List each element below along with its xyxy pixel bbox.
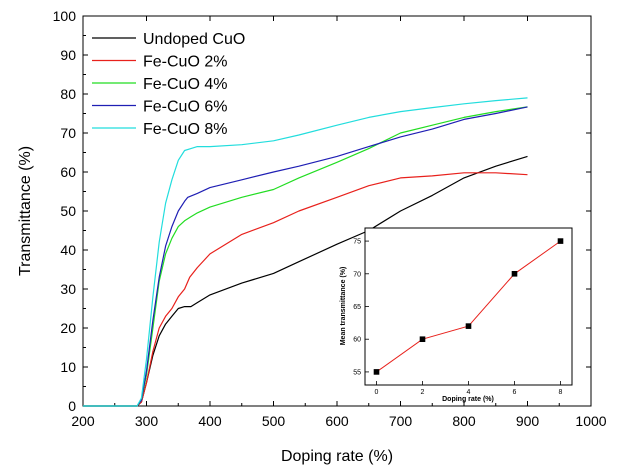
x-axis-title: Doping rate (%) (281, 448, 393, 465)
x-tick-label: 700 (389, 413, 413, 429)
legend-label: Fe-CuO 2% (143, 54, 227, 71)
y-tick-label: 0 (68, 398, 76, 414)
x-tick-label: 200 (71, 413, 95, 429)
series-line (83, 106, 528, 407)
x-tick-label: 500 (262, 413, 286, 429)
inset-y-tick-label: 55 (353, 369, 361, 376)
inset-x-tick-label: 2 (421, 389, 425, 396)
y-tick-label: 100 (53, 8, 77, 24)
inset-x-axis-title: Doping rate (%) (442, 396, 494, 403)
x-tick-label: 400 (198, 413, 222, 429)
inset-y-tick-label: 60 (353, 337, 361, 344)
inset-y-tick-label: 65 (353, 304, 361, 311)
x-tick-label: 300 (135, 413, 159, 429)
x-tick-label: 1000 (575, 413, 606, 429)
inset-data-point (373, 369, 380, 375)
x-tick-label: 600 (325, 413, 349, 429)
y-tick-label: 90 (60, 47, 76, 63)
x-tick-label: 900 (516, 413, 540, 429)
inset-x-tick-label: 4 (467, 389, 471, 396)
inset-y-tick-label: 70 (353, 271, 361, 278)
main-axis-ticks: 200 300 400 500 600 700 800 900 1000010203040506… (53, 8, 607, 429)
inset-data-point (465, 323, 472, 329)
legend-label: Fe-CuO 6% (143, 99, 227, 116)
y-tick-label: 80 (60, 86, 76, 102)
legend: Undoped CuO Fe-CuO 2% Fe-CuO 4% Fe-CuO 6% Fe… (92, 31, 245, 138)
legend-label: Undoped CuO (143, 31, 245, 48)
y-tick-label: 50 (60, 203, 76, 219)
y-tick-label: 30 (60, 281, 76, 297)
x-tick-label: 800 (452, 413, 476, 429)
y-tick-label: 40 (60, 242, 76, 258)
y-tick-label: 70 (60, 125, 76, 141)
y-tick-label: 20 (60, 320, 76, 336)
legend-label: Fe-CuO 8% (143, 121, 227, 138)
main-series-group (83, 97, 528, 407)
series-line (83, 97, 528, 407)
inset-x-tick-label: 6 (513, 389, 517, 396)
y-tick-label: 60 (60, 164, 76, 180)
inset-plot-frame (364, 227, 573, 386)
inset-x-tick-label: 0 (375, 389, 379, 396)
inset-series-group (373, 238, 564, 375)
inset-data-point (419, 336, 426, 343)
series-line (83, 172, 528, 407)
y-tick-label: 10 (60, 359, 76, 375)
legend-label: Fe-CuO 4% (143, 76, 227, 93)
series-line (83, 106, 528, 407)
inset-y-axis-title: Mean transmittance (%) (340, 267, 347, 346)
inset-data-point (511, 270, 518, 277)
y-axis-title: Transmittance (%) (17, 146, 34, 276)
inset-axis-ticks: 0 2 4 6 8 55 60 65 70 75 (353, 239, 562, 396)
inset-x-tick-label: 8 (559, 389, 563, 396)
inset-data-point (557, 238, 564, 244)
inset-y-tick-label: 75 (353, 239, 361, 246)
